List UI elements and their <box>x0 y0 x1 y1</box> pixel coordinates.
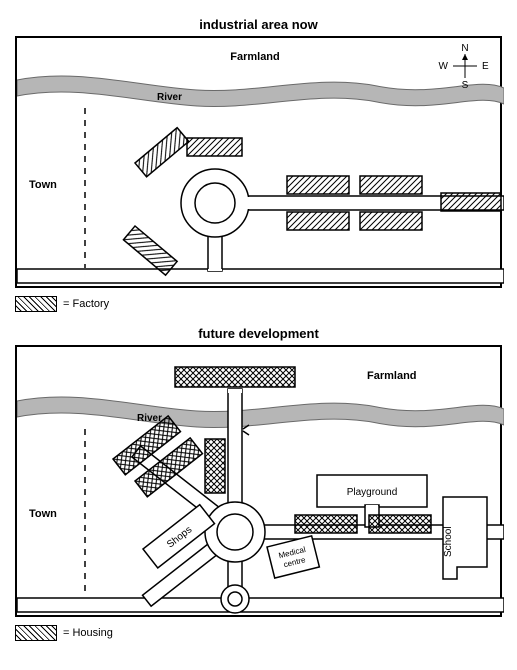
school: School <box>443 497 487 579</box>
medical-centre: Medical centre <box>267 536 319 578</box>
panel2-map: River Farmland Town Playground School <box>15 345 502 617</box>
housing-block <box>175 367 295 387</box>
svg-text:School: School <box>443 526 454 557</box>
factory <box>287 176 349 194</box>
svg-text:N: N <box>461 43 468 54</box>
factory <box>287 212 349 230</box>
svg-text:E: E <box>482 61 489 72</box>
factory <box>360 212 422 230</box>
panel1-map: River Farmland N E S W Town <box>15 36 502 288</box>
farmland-label: Farmland <box>230 51 280 63</box>
roads <box>17 169 504 283</box>
town-label-2: Town <box>29 508 57 520</box>
factory <box>123 226 177 275</box>
factory <box>135 128 189 177</box>
factory-swatch <box>15 296 57 312</box>
svg-text:S: S <box>462 80 469 91</box>
housing-legend-label: = Housing <box>63 627 113 639</box>
housing-swatch <box>15 625 57 641</box>
compass-icon: N E S W <box>439 43 489 91</box>
panel2-title: future development <box>15 326 502 341</box>
housing-block <box>369 515 431 533</box>
factory <box>360 176 422 194</box>
svg-text:W: W <box>439 61 449 72</box>
river-label: River <box>157 92 182 103</box>
housing-block <box>205 439 225 493</box>
panel2-svg: River Farmland Town Playground School <box>17 347 504 615</box>
panel1-legend: = Factory <box>15 296 502 312</box>
river-fill <box>17 76 504 107</box>
panel1-svg: River Farmland N E S W Town <box>17 38 504 286</box>
river-label-2: River <box>137 413 162 424</box>
farmland-label-2: Farmland <box>367 370 417 382</box>
factory <box>441 193 501 211</box>
housing <box>113 367 431 533</box>
panel2-legend: = Housing <box>15 625 502 641</box>
factory-legend-label: = Factory <box>63 298 109 310</box>
panel1-title: industrial area now <box>15 17 502 32</box>
river-fill-2 <box>17 397 504 428</box>
factory <box>187 138 242 156</box>
town-label: Town <box>29 179 57 191</box>
svg-text:Playground: Playground <box>347 487 398 498</box>
housing-block <box>295 515 357 533</box>
